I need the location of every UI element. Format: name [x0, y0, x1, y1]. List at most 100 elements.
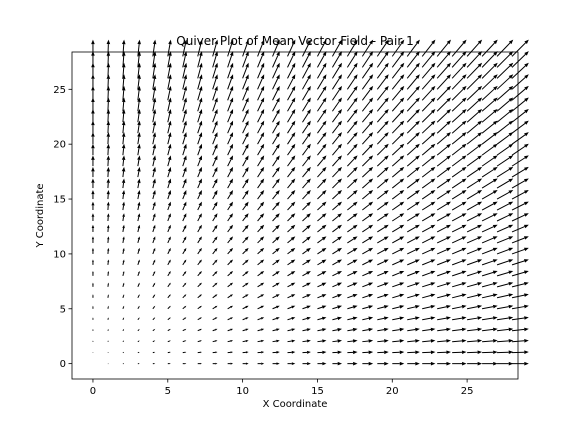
- vector-arrow: [496, 62, 514, 79]
- vector-arrow: [152, 132, 157, 145]
- vector-arrow: [377, 190, 389, 200]
- vector-arrow: [121, 143, 126, 156]
- vector-arrow: [167, 340, 171, 343]
- vector-arrow: [452, 282, 467, 288]
- vector-arrow: [197, 305, 202, 310]
- vector-arrow: [511, 178, 529, 189]
- vector-arrow: [227, 259, 234, 266]
- vector-arrow: [451, 155, 467, 167]
- vector-arrow: [107, 305, 109, 309]
- vector-arrow: [152, 97, 157, 112]
- vector-arrow: [302, 339, 311, 343]
- vector-arrow: [137, 166, 141, 178]
- vector-arrow: [167, 190, 172, 200]
- vector-arrow: [212, 351, 218, 354]
- vector-arrow: [452, 361, 467, 366]
- vector-arrow: [302, 316, 311, 321]
- vector-arrow: [317, 236, 327, 244]
- vector-arrow: [242, 166, 249, 178]
- vector-arrow: [302, 109, 311, 123]
- vector-arrow: [496, 293, 514, 299]
- vector-arrow: [377, 316, 389, 321]
- vector-arrow: [167, 97, 172, 112]
- vector-arrow: [152, 39, 157, 57]
- vector-arrow: [376, 155, 389, 167]
- vector-arrow: [197, 166, 202, 178]
- vector-arrow: [511, 51, 529, 68]
- vector-arrow: [212, 294, 218, 299]
- vector-arrow: [466, 143, 483, 156]
- y-tick-label: 20: [53, 140, 66, 151]
- vector-arrow: [272, 39, 280, 57]
- vector-arrow: [152, 85, 157, 101]
- vector-arrow: [121, 39, 126, 57]
- vector-arrow: [106, 213, 110, 222]
- vector-arrow: [272, 166, 280, 178]
- vector-arrow: [257, 236, 265, 244]
- vector-arrow: [182, 132, 187, 145]
- vector-arrow: [167, 143, 172, 156]
- vector-arrow: [287, 155, 296, 167]
- vector-arrow: [257, 166, 265, 178]
- vector-arrow: [466, 201, 483, 211]
- vector-arrow: [197, 143, 203, 156]
- vector-arrow: [452, 293, 467, 299]
- vector-arrow: [481, 224, 498, 233]
- vector-arrow: [152, 201, 156, 211]
- vector-arrow: [451, 178, 467, 189]
- vector-arrow: [437, 350, 451, 355]
- vector-arrow: [257, 201, 265, 211]
- vector-arrow: [362, 339, 374, 343]
- vector-arrow: [437, 293, 451, 299]
- vector-arrow: [422, 259, 436, 266]
- vector-arrow: [107, 236, 110, 243]
- vector-arrow: [152, 259, 156, 266]
- vector-arrow: [287, 143, 296, 156]
- vector-arrow: [406, 132, 420, 145]
- vector-arrow: [362, 236, 374, 244]
- vector-arrow: [137, 213, 141, 222]
- vector-arrow: [272, 317, 280, 321]
- vector-arrow: [436, 62, 451, 79]
- vector-arrow: [511, 155, 529, 167]
- vector-arrow: [436, 120, 451, 134]
- vector-arrow: [242, 282, 249, 288]
- vector-arrow: [332, 178, 343, 189]
- vector-arrow: [257, 317, 265, 321]
- vector-arrow: [287, 339, 296, 343]
- vector-arrow: [137, 201, 141, 211]
- vector-arrow: [347, 316, 358, 321]
- vector-arrow: [346, 109, 358, 123]
- vector-arrow: [497, 350, 514, 355]
- vector-arrow: [481, 190, 498, 200]
- vector-arrow: [466, 62, 483, 79]
- vector-arrow: [451, 132, 467, 145]
- vector-arrow: [407, 236, 420, 244]
- vector-arrow: [91, 166, 95, 178]
- vector-arrow: [107, 351, 109, 354]
- vector-arrow: [362, 350, 374, 355]
- vector-arrow: [197, 85, 203, 101]
- vector-arrow: [496, 270, 514, 277]
- vector-arrow: [467, 350, 483, 355]
- vector-arrow: [152, 62, 157, 79]
- vector-arrow: [302, 328, 311, 332]
- vector-arrow: [137, 85, 141, 101]
- vector-arrow: [91, 201, 95, 211]
- vector-arrow: [167, 305, 171, 310]
- vector-arrow: [227, 213, 234, 222]
- vector-arrow: [481, 132, 498, 145]
- vector-arrow: [407, 247, 420, 255]
- vector-arrow: [482, 339, 498, 343]
- y-tick-label: 5: [60, 304, 66, 315]
- vector-arrow: [272, 259, 280, 266]
- vector-arrow: [376, 132, 389, 145]
- vector-arrow: [92, 305, 94, 309]
- vector-arrow: [392, 350, 405, 355]
- vector-arrow: [451, 236, 467, 244]
- vector-arrow: [287, 166, 296, 178]
- y-axis-label: Y Coordinate: [35, 183, 46, 248]
- vector-arrow: [391, 132, 405, 145]
- vector-arrow: [377, 282, 389, 288]
